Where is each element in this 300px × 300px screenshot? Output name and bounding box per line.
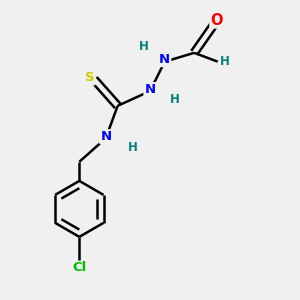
Text: N: N: [100, 130, 111, 143]
Text: H: H: [220, 55, 230, 68]
Text: N: N: [144, 83, 156, 96]
Text: O: O: [210, 13, 223, 28]
Text: H: H: [170, 93, 180, 106]
Text: N: N: [159, 53, 170, 66]
Text: H: H: [128, 141, 137, 154]
Text: H: H: [139, 40, 149, 53]
Text: S: S: [85, 71, 94, 84]
Text: Cl: Cl: [72, 261, 86, 274]
